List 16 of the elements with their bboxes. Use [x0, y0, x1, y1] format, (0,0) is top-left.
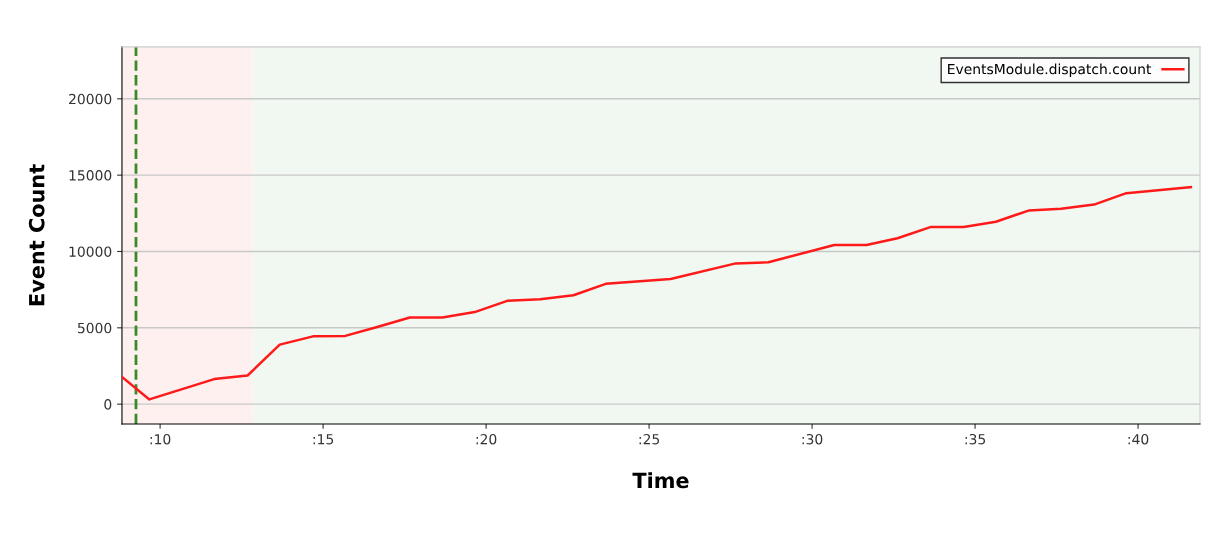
x-tick-label: :30 — [802, 433, 823, 445]
y-tick-label: 10000 — [69, 246, 112, 257]
x-tick-label: :10 — [150, 433, 171, 445]
y-tick-label: 15000 — [69, 170, 112, 181]
line-series — [121, 185, 1193, 401]
x-tick-label: :25 — [639, 433, 660, 445]
x-axis-title: Time — [632, 472, 689, 489]
y-tick-label: 5000 — [77, 322, 112, 334]
y-axis-title: Event Count — [28, 164, 45, 306]
y-tick-label: 0 — [104, 399, 112, 410]
x-tick-label: :15 — [313, 434, 334, 445]
x-tick-label: :35 — [965, 433, 986, 445]
legend-label: EventsModule.dispatch.count — [948, 63, 1152, 78]
x-tick-label: :20 — [476, 433, 497, 445]
y-tick-label: 20000 — [69, 93, 112, 105]
x-tick-label: :40 — [1128, 433, 1149, 445]
